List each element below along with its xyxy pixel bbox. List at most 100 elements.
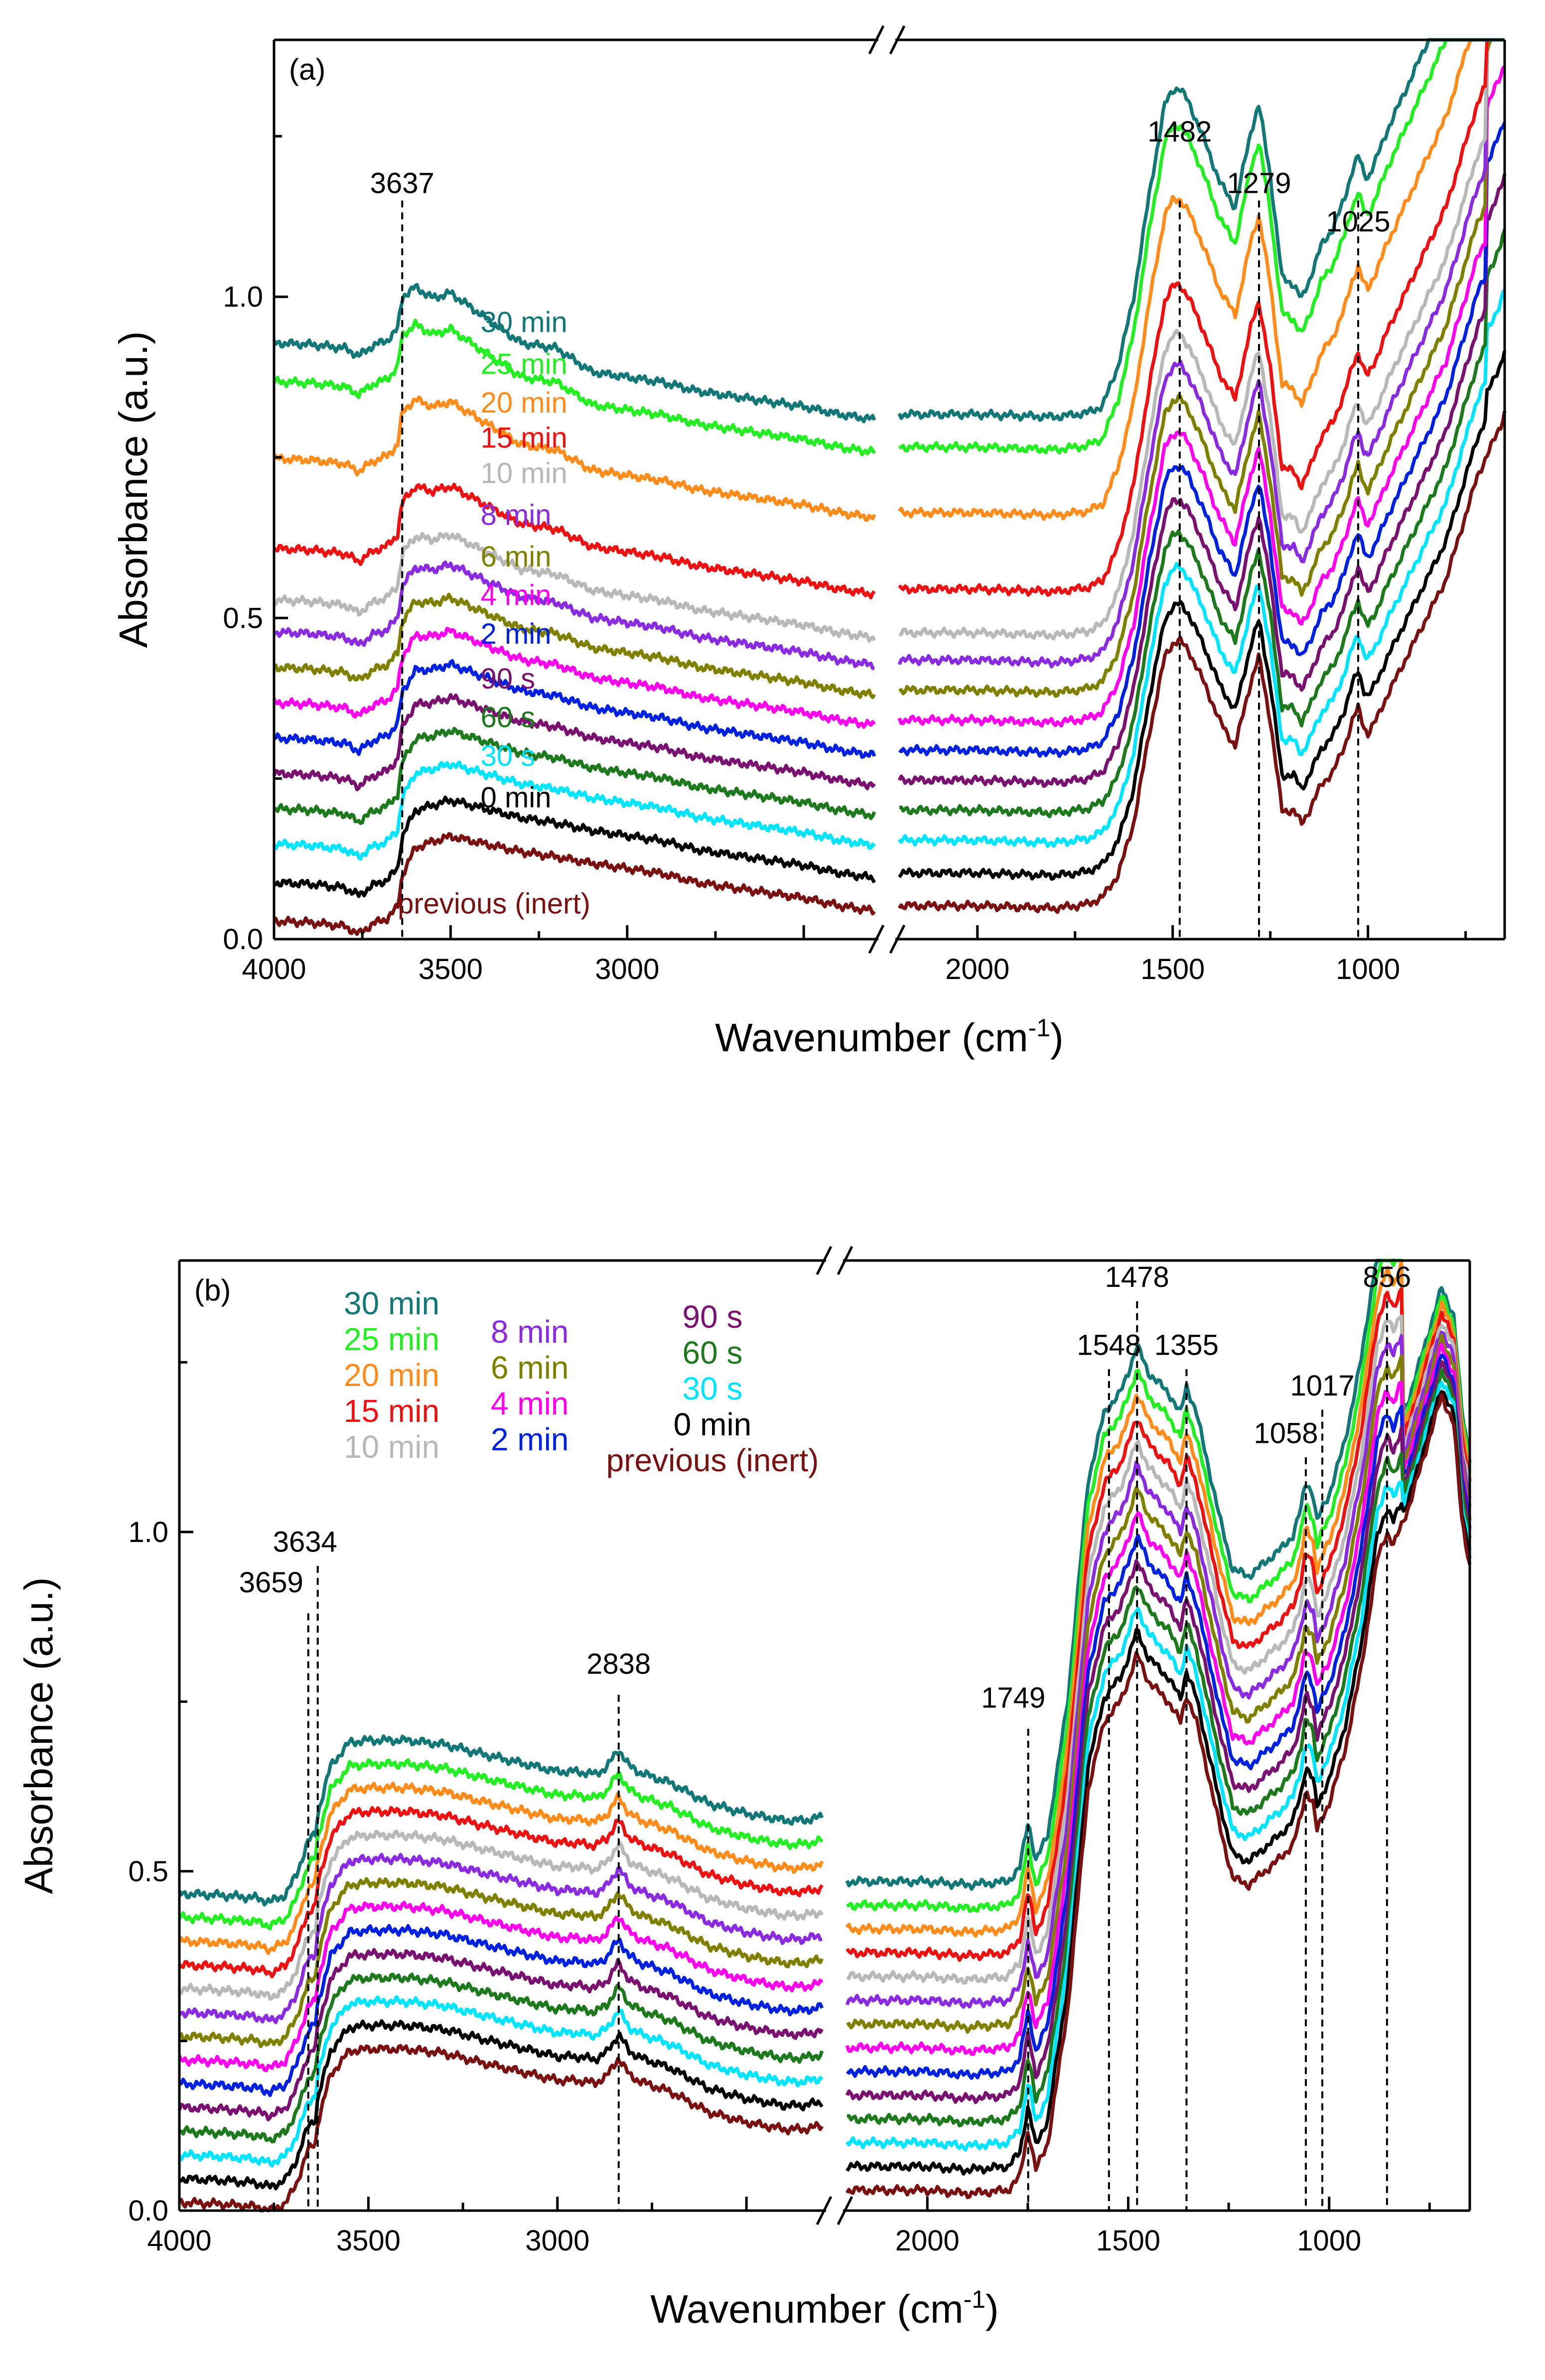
series-line-previous-inert--seg1: [273, 832, 876, 936]
legend-label-90-s: 90 s: [683, 1299, 743, 1335]
panel-a: 0.0 0.5 1.0 4000 3500 3000 2000 1500 1000 Wavenum…: [111, 25, 1507, 1060]
series-line-4-min-seg1: [177, 1901, 824, 2073]
legend-label-20-min: 20 min: [344, 1357, 439, 1393]
series-line-6-min-seg1: [274, 592, 876, 700]
x-tick-label: 1000: [1336, 953, 1400, 985]
y-axis-label: Absorbance (a.u.): [111, 331, 155, 648]
panel-label: (a): [289, 53, 325, 86]
series-line-15-min-seg1: [273, 482, 876, 599]
peak-label-1058: 1058: [1254, 1417, 1318, 1449]
series-line-6-min-seg2: [846, 1333, 1472, 2034]
legend-label-8-min: 8 min: [481, 499, 552, 531]
peak-label-1355: 1355: [1154, 1329, 1219, 1361]
series-line-30-s-seg2: [898, 288, 1506, 848]
series-line-0-min-seg2: [898, 350, 1507, 881]
series-line-15-min-seg1: [178, 1806, 824, 1978]
axis-break-mark: [889, 924, 906, 954]
panel-label: (b): [194, 1273, 231, 1307]
peak-label-1482: 1482: [1147, 116, 1212, 148]
series-line-30-min-seg2: [897, 38, 1505, 422]
legend-label-15-min: 15 min: [481, 422, 567, 454]
series-line-2-min-seg1: [274, 659, 876, 759]
legend-label-15-min: 15 min: [344, 1393, 439, 1429]
series-line-30-min-seg1: [177, 1734, 824, 1907]
series-line-10-min-seg2: [898, 38, 1505, 641]
series-line-15-min-seg2: [845, 1287, 1472, 1962]
x-tick-label: 4000: [147, 2225, 211, 2257]
y-tick-label: 0.5: [128, 1855, 168, 1888]
legend-label-4-min: 4 min: [491, 1386, 569, 1421]
legend-label-previous-inert-: previous (inert): [398, 887, 590, 920]
series-line-6-min-seg1: [179, 1877, 824, 2048]
series-line-30-min-seg2: [845, 1259, 1472, 1891]
series-line-10-min-seg2: [846, 1314, 1472, 1985]
x-tick-label: 2000: [895, 2225, 960, 2257]
peak-label-1548: 1548: [1077, 1329, 1141, 1361]
y-tick-label: 1.0: [223, 281, 263, 313]
x-tick-label: 2000: [945, 953, 1009, 985]
panel-b: 0.0 0.5 1.0 4000 3500 3000 2000 1500 1000 Wavenum…: [16, 1246, 1472, 2331]
y-tick-label: 0.5: [223, 602, 263, 634]
peak-label-3659: 3659: [239, 1566, 303, 1599]
series-line-10-min-seg1: [178, 1829, 824, 2001]
series-line-previous-inert--seg1: [178, 2044, 824, 2213]
series-line-8-min-seg2: [845, 1330, 1472, 2009]
axis-break-mark: [816, 1246, 833, 1275]
x-tick-label: 1500: [1140, 953, 1205, 985]
legend-label-60-s: 60 s: [481, 701, 536, 734]
legend-label-2-min: 2 min: [481, 618, 552, 650]
series-line-previous-inert--seg2: [845, 1393, 1472, 2199]
x-tick-label: 1500: [1096, 2225, 1160, 2257]
series-line-10-min-seg1: [273, 532, 876, 643]
peak-label-1025: 1025: [1326, 206, 1391, 238]
legend-label-25-min: 25 min: [344, 1321, 439, 1357]
legend-label-0-min: 0 min: [674, 1406, 752, 1442]
x-axis-label: Wavenumber (cm-1): [650, 2285, 998, 2331]
series-line-25-min-seg1: [177, 1758, 824, 1931]
y-tick-label: 1.0: [128, 1516, 168, 1548]
series-line-60-s-seg2: [846, 1368, 1472, 2127]
series-line-90-s-seg1: [272, 693, 876, 792]
y-tick-label: 0.0: [223, 923, 263, 956]
legend-label-8-min: 8 min: [491, 1314, 569, 1350]
legend-label-6-min: 6 min: [491, 1350, 569, 1386]
axis-break-mark: [837, 2196, 853, 2226]
series-line-20-min-seg1: [272, 395, 876, 522]
series-line-8-min-seg1: [273, 560, 875, 671]
peak-label-1017: 1017: [1290, 1370, 1355, 1402]
series-line-4-min-seg2: [897, 65, 1506, 728]
series-line-8-min-seg1: [178, 1852, 823, 2024]
axis-break-mark: [889, 25, 906, 55]
series-line-0-min-seg1: [273, 795, 876, 898]
series-line-25-min-seg1: [272, 318, 876, 456]
x-tick-label: 4000: [242, 953, 306, 985]
series-line-previous-inert--seg2: [898, 411, 1507, 914]
legend-label-30-s: 30 s: [683, 1371, 743, 1406]
series-line-90-s-seg2: [897, 173, 1507, 788]
series-line-15-min-seg2: [898, 38, 1505, 597]
peak-label-856: 856: [1363, 1261, 1411, 1293]
series-line-4-min-seg1: [272, 627, 876, 729]
legend-label-30-s: 30 s: [481, 740, 536, 772]
legend-label-0-min: 0 min: [481, 782, 552, 814]
legend-label-90-s: 90 s: [481, 663, 536, 695]
series-line-2-min-seg1: [179, 1924, 824, 2098]
series-line-90-s-seg2: [845, 1360, 1472, 2104]
series-line-30-s-seg1: [177, 1995, 824, 2168]
legend-label-4-min: 4 min: [481, 579, 552, 612]
series-line-8-min-seg2: [897, 38, 1505, 669]
legend-label-10-min: 10 min: [344, 1429, 439, 1465]
series-line-30-s-seg1: [272, 760, 876, 861]
legend-label-2-min: 2 min: [491, 1421, 569, 1457]
peak-label-2838: 2838: [586, 1648, 651, 1680]
axis-break-mark: [816, 2196, 833, 2226]
series-line-25-min-seg2: [845, 1259, 1472, 1913]
series-line-6-min-seg2: [898, 38, 1505, 698]
x-tick-label: 3000: [525, 2225, 589, 2257]
legend-label-60-s: 60 s: [683, 1335, 743, 1371]
peak-label-1478: 1478: [1105, 1261, 1169, 1293]
peak-label-1279: 1279: [1227, 167, 1291, 199]
series-line-30-s-seg2: [845, 1381, 1472, 2152]
series-line-60-s-seg1: [274, 726, 876, 825]
